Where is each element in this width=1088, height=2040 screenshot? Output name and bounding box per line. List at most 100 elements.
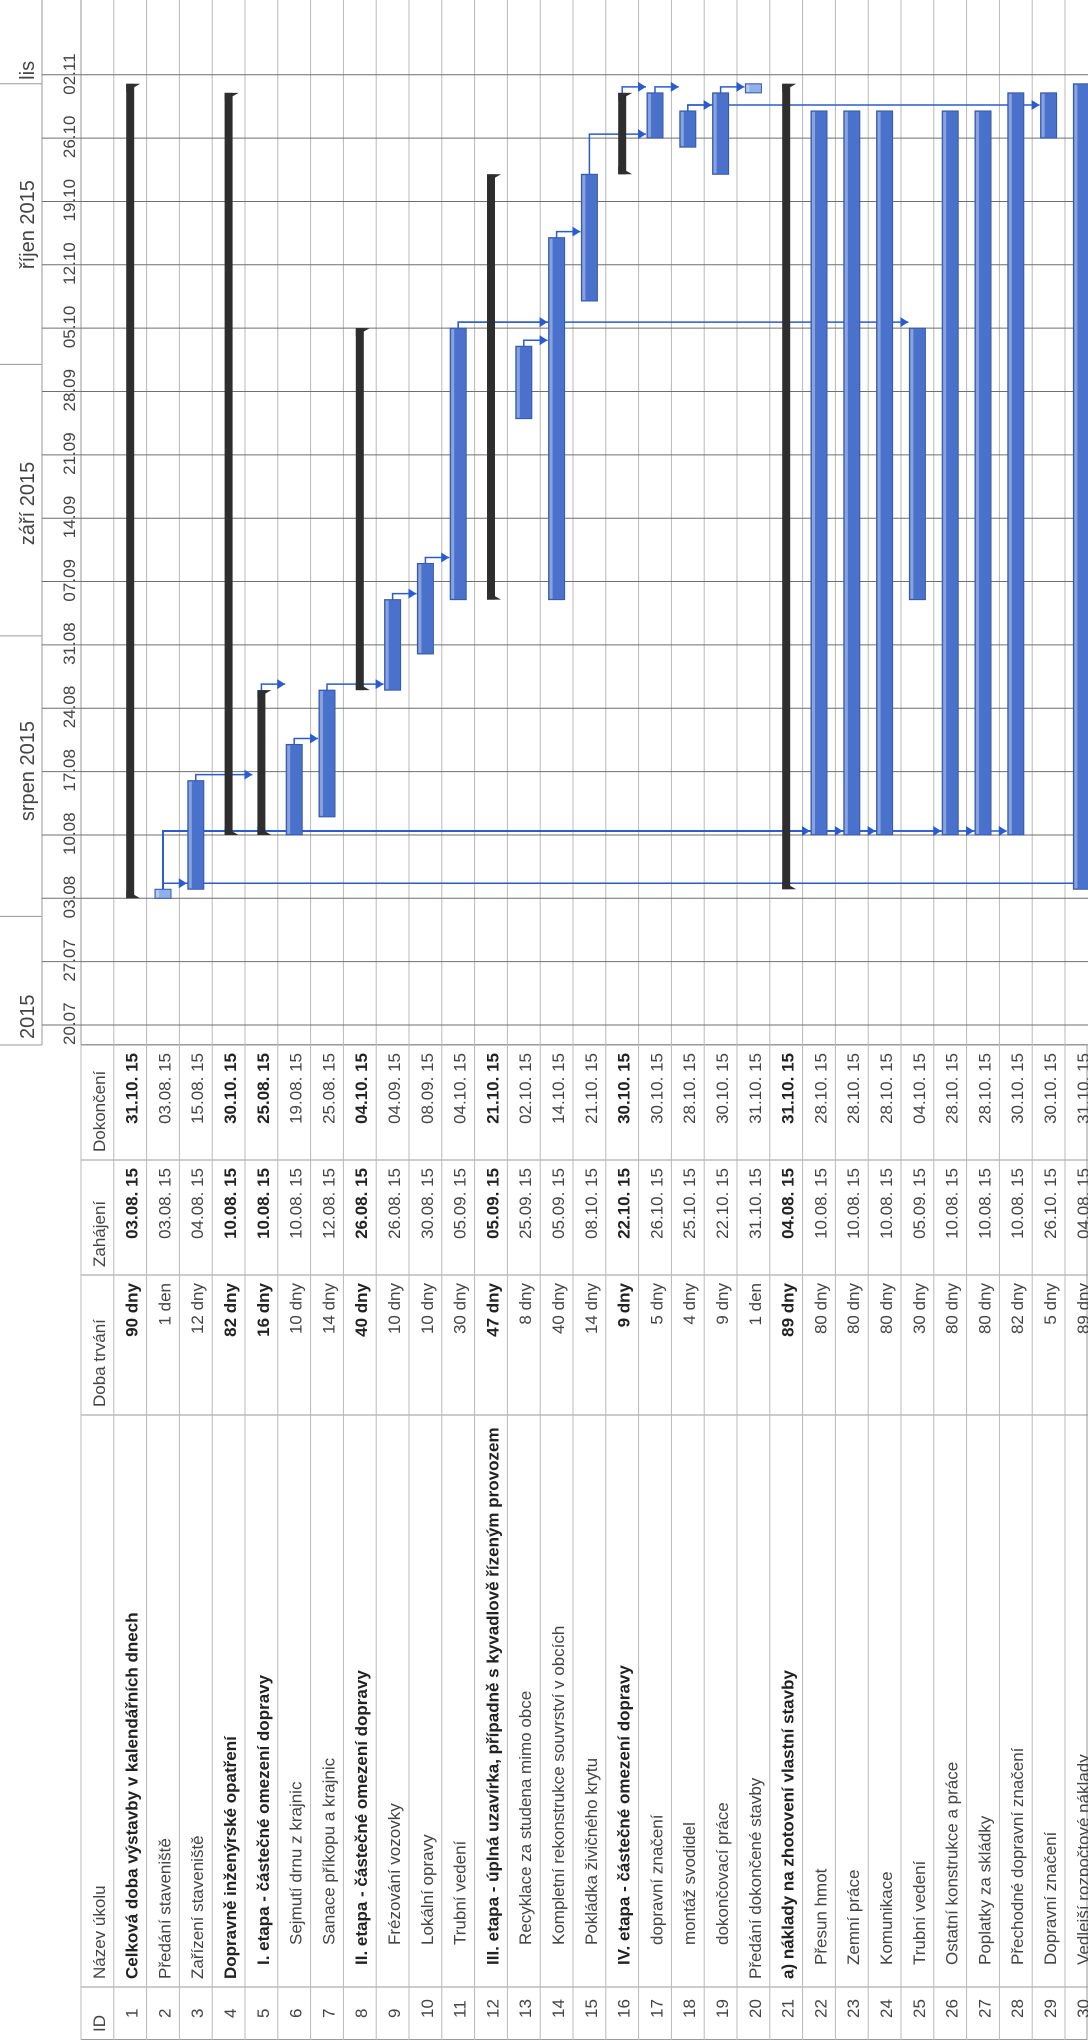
- task-bar-highlight: [156, 890, 159, 898]
- task-name: Přechodné dopravní značení: [1008, 1747, 1027, 1965]
- task-start: 31.10. 15: [746, 1168, 765, 1239]
- task-duration: 89 dny: [1074, 1283, 1088, 1335]
- task-bar-highlight: [1008, 93, 1012, 834]
- dependency-arrow: [670, 81, 679, 92]
- dependency-arrow: [244, 769, 253, 780]
- dependency-link: [687, 104, 1040, 111]
- timescale-day-label: 24.08: [60, 686, 79, 729]
- dependency-arrow: [277, 679, 286, 690]
- timescale-day-label: 02.11: [60, 53, 79, 94]
- task-duration: 10 dny: [385, 1283, 404, 1335]
- dependency-link: [326, 683, 384, 691]
- dependency-arrow: [375, 679, 384, 690]
- task-bar: [974, 110, 992, 836]
- task-start: 05.09. 15: [451, 1168, 470, 1239]
- task-start: 30.08. 15: [418, 1168, 437, 1239]
- timescale-day-label: 26.10: [60, 116, 79, 159]
- task-name: montáž svodidel: [680, 1822, 699, 1945]
- task-finish: 31.10. 15: [1074, 1053, 1088, 1124]
- task-name: Recyklace za studena mimo obce: [516, 1691, 535, 1945]
- summary-bar-start-cap: [224, 826, 239, 835]
- task-finish: 02.10. 15: [516, 1053, 535, 1124]
- task-name: Trubní vedení: [451, 1840, 470, 1945]
- task-bar: [744, 83, 762, 94]
- task-bar: [384, 599, 402, 691]
- task-duration: 40 dny: [549, 1283, 568, 1335]
- task-bar-highlight: [844, 111, 848, 834]
- task-start: 26.08. 15: [352, 1168, 371, 1239]
- col-finish-header: Dokončení: [90, 1070, 109, 1152]
- task-finish: 28.10. 15: [943, 1053, 962, 1124]
- dependency-link: [162, 882, 1088, 890]
- task-id: 20: [746, 1999, 765, 2018]
- summary-bar: [782, 83, 791, 890]
- task-id: 5: [254, 2009, 273, 2018]
- task-name: Dopravně inženýrské opatření: [221, 1735, 240, 1979]
- summary-bar: [257, 690, 266, 835]
- summary-bar: [224, 92, 233, 835]
- task-finish: 30.10. 15: [1041, 1053, 1060, 1124]
- task-id: 1: [123, 2009, 142, 2018]
- task-id: 17: [647, 1999, 666, 2018]
- task-name: IV. etapa - částečné omezení dopravy: [615, 1665, 634, 1965]
- task-finish: 28.10. 15: [680, 1053, 699, 1124]
- timescale-day-label: 21.09: [60, 432, 79, 475]
- summary-bar-start-cap: [782, 881, 797, 890]
- task-finish: 15.08. 15: [188, 1053, 207, 1124]
- task-start: 03.08. 15: [123, 1168, 142, 1239]
- dependency-arrow: [441, 552, 450, 563]
- timescale-day-label: 03.08: [60, 876, 79, 919]
- dependency-arrow: [408, 588, 417, 599]
- task-bar: [1040, 92, 1058, 139]
- task-bar-highlight: [549, 238, 553, 599]
- timescale-day-label: 07.09: [60, 559, 79, 602]
- task-bar-highlight: [287, 745, 291, 834]
- summary-bar: [126, 83, 135, 899]
- task-name: Frézování vozovky: [385, 1803, 404, 1945]
- timescale-day-label: 20.07: [60, 1002, 79, 1045]
- task-finish: 28.10. 15: [811, 1053, 830, 1124]
- dependency-link: [195, 773, 253, 781]
- task-bar-highlight: [877, 111, 881, 834]
- task-bar: [679, 110, 697, 148]
- timescale-day-label: 05.10: [60, 306, 79, 349]
- task-name: Zařízení staveniště: [188, 1835, 207, 1979]
- task-finish: 04.10. 15: [352, 1053, 371, 1124]
- task-name: Vedlejší rozpočtové náklady: [1074, 1754, 1088, 1965]
- dependency-arrow: [1031, 99, 1040, 110]
- dependency-link: [162, 830, 974, 890]
- task-finish: 31.10. 15: [746, 1053, 765, 1124]
- task-duration: 8 dny: [516, 1283, 535, 1325]
- task-id: 21: [779, 1999, 798, 2018]
- task-duration: 1 den: [155, 1283, 174, 1326]
- task-bar-highlight: [1041, 93, 1045, 138]
- dependency-link: [162, 830, 1007, 890]
- task-start: 08.10. 15: [582, 1168, 601, 1239]
- task-bar: [187, 780, 205, 890]
- dependency-link: [457, 321, 548, 329]
- task-start: 04.08. 15: [1074, 1168, 1088, 1239]
- task-finish: 30.10. 15: [615, 1053, 634, 1124]
- task-start: 25.09. 15: [516, 1168, 535, 1239]
- timescale-month-label: lis: [17, 61, 39, 80]
- task-start: 10.08. 15: [254, 1168, 273, 1239]
- task-duration: 82 dny: [221, 1282, 240, 1336]
- task-id: 9: [385, 2009, 404, 2018]
- task-bar: [810, 110, 828, 836]
- task-duration: 4 dny: [680, 1283, 699, 1325]
- task-id: 26: [943, 1999, 962, 2018]
- timescale-day-label: 31.08: [60, 622, 79, 665]
- task-bar: [876, 110, 894, 836]
- task-finish: 04.10. 15: [451, 1053, 470, 1124]
- task-duration: 12 dny: [188, 1283, 207, 1335]
- task-name: Sejmutí drnu z krajnic: [287, 1781, 306, 1945]
- task-name: Zemní práce: [844, 1870, 863, 1965]
- task-duration: 30 dny: [451, 1283, 470, 1335]
- task-bar-highlight: [451, 329, 455, 599]
- task-id: 23: [844, 1999, 863, 2018]
- dependency-arrow: [572, 226, 581, 237]
- task-start: 26.08. 15: [385, 1168, 404, 1239]
- task-finish: 30.10. 15: [221, 1053, 240, 1124]
- task-name: Lokální opravy: [418, 1834, 437, 1945]
- task-bar: [154, 888, 172, 899]
